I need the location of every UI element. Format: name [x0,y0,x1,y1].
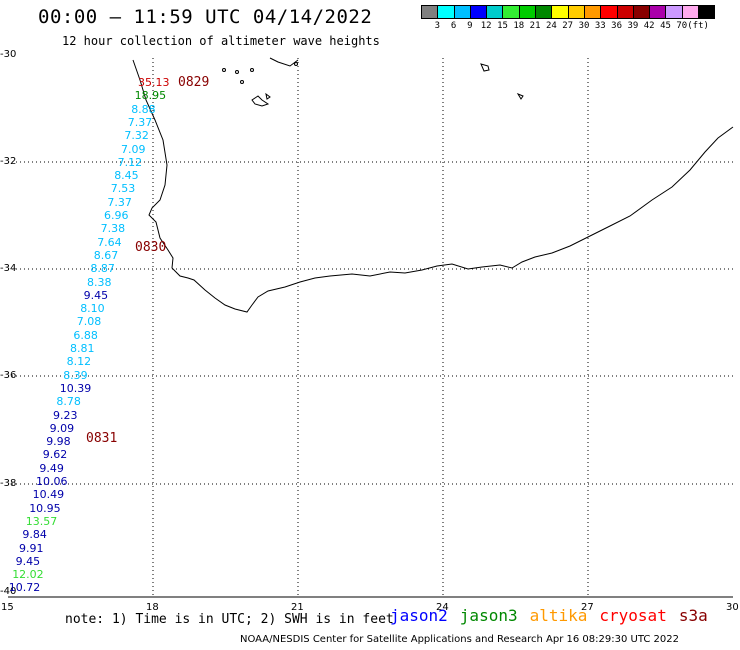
wave-height-label: 13.57 [25,514,58,528]
wave-height-label: 10.72 [8,581,41,595]
wave-height-label: 7.08 [76,315,102,329]
wave-height-label: 8.81 [70,342,95,355]
wave-height-label: 7.09 [121,142,146,156]
latitude-label: -40 [0,586,17,597]
latitude-label: -30 [0,49,17,60]
wave-height-label: 7.37 [127,115,153,129]
pass-time-label: 0831 [86,431,118,446]
color-legend-labels: 3 6 9 12 15 18 21 24 27 30 33 36 39 42 45 70 (ft) [421,19,714,33]
wave-height-label: 12.02 [12,568,44,582]
wave-height-label: 7.32 [124,129,149,143]
wave-height-label: 35.13 [138,76,170,89]
wave-height-label: 8.38 [87,275,112,289]
wave-height-label: 7.53 [110,182,136,196]
satellite-legend-jason2: jason2 [390,606,448,625]
legend-label: 45 [660,21,671,31]
latitude-label: -32 [0,156,17,167]
satellite-legend-s3a: s3a [678,606,708,625]
wave-height-label: 9.45 [15,554,41,568]
map-gridlines [8,58,733,597]
footnote: note: 1) Time is in UTC; 2) SWH is in fe… [65,612,394,627]
legend-label: 21 [529,21,541,31]
longitude-label: 24 [436,602,449,613]
wave-height-label: 8.78 [56,395,81,409]
satellite-legend-cryosat: cryosat [599,606,667,625]
wave-height-label: 8.67 [93,248,119,262]
wave-height-label: 7.38 [100,222,126,236]
credit-footer: NOAA/NESDIS Center for Satellite Applica… [240,634,679,645]
map-title: 00:00 – 11:59 UTC 04/14/2022 [38,6,373,28]
wave-height-label: 9.49 [39,461,64,475]
color-legend: 3 6 9 12 15 18 21 24 27 30 33 36 39 42 45 70 (ft) [421,5,716,33]
legend-label: 36 [611,21,623,31]
map-subtitle: 12 hour collection of altimeter wave hei… [62,34,380,48]
wave-height-label: 6.88 [73,328,98,342]
wave-height-label: 10.49 [32,488,65,502]
wave-height-label: 10.95 [29,501,61,515]
wave-height-label: 8.88 [131,102,156,116]
islands [222,62,524,107]
wave-height-label: 9.98 [46,435,71,449]
legend-label: 39 [627,21,639,31]
wave-height-label: 9.62 [42,448,68,462]
wave-height-label: 7.64 [97,235,122,249]
wave-height-label: 10.06 [36,475,68,488]
wave-height-label: 8.39 [63,368,88,382]
legend-label: 12 [480,21,492,31]
coastline [132,59,734,313]
wave-height-label: 8.45 [114,169,139,183]
satellite-legend: jason2 jason3 altika cryosat s3a [390,606,708,625]
wave-height-label: 9.09 [49,421,75,435]
longitude-label: 30 [726,602,739,613]
color-legend-swatches [421,5,716,19]
wave-height-label: 7.12 [117,155,143,169]
legend-label: 27 [562,21,574,31]
coastline-north [269,57,299,67]
wave-height-label: 18.95 [134,89,167,103]
latitude-label: -34 [0,263,17,274]
legend-label: 6 [450,21,457,31]
legend-label: 30 [578,21,590,31]
legend-label: 70 [676,21,688,31]
satellite-legend-jason3: jason3 [459,606,518,625]
longitude-label: 21 [291,602,304,613]
legend-label: 33 [594,21,606,31]
legend-label: 15 [497,21,508,31]
longitude-label: 18 [146,602,159,613]
latitude-label: -38 [0,478,17,489]
legend-label: 3 [434,21,441,31]
wave-height-label: 7.37 [107,195,132,209]
legend-label: 18 [513,21,525,31]
legend-swatch [698,5,716,19]
wave-height-label: 8.12 [66,355,92,369]
wave-height-label: 9.23 [53,408,78,422]
legend-label: 9 [467,21,473,31]
wave-height-label: 8.87 [90,262,115,276]
wave-height-label: 9.84 [22,528,47,542]
legend-unit: (ft) [687,21,709,31]
wave-height-label: 6.96 [104,209,129,222]
wave-height-label: 10.39 [59,381,92,395]
longitude-label: 27 [581,602,594,613]
wave-height-label: 8.10 [80,302,105,316]
satellite-legend-altika: altika [529,606,588,625]
wave-height-label: 9.45 [83,288,109,302]
latitude-label: -36 [0,370,17,381]
longitude-label: 15 [1,602,14,613]
legend-label: 24 [545,21,557,31]
pass-time-label: 0829 [178,75,210,90]
legend-label: 42 [643,21,655,31]
pass-time-label: 0830 [135,240,167,255]
wave-height-label: 9.91 [19,541,44,555]
